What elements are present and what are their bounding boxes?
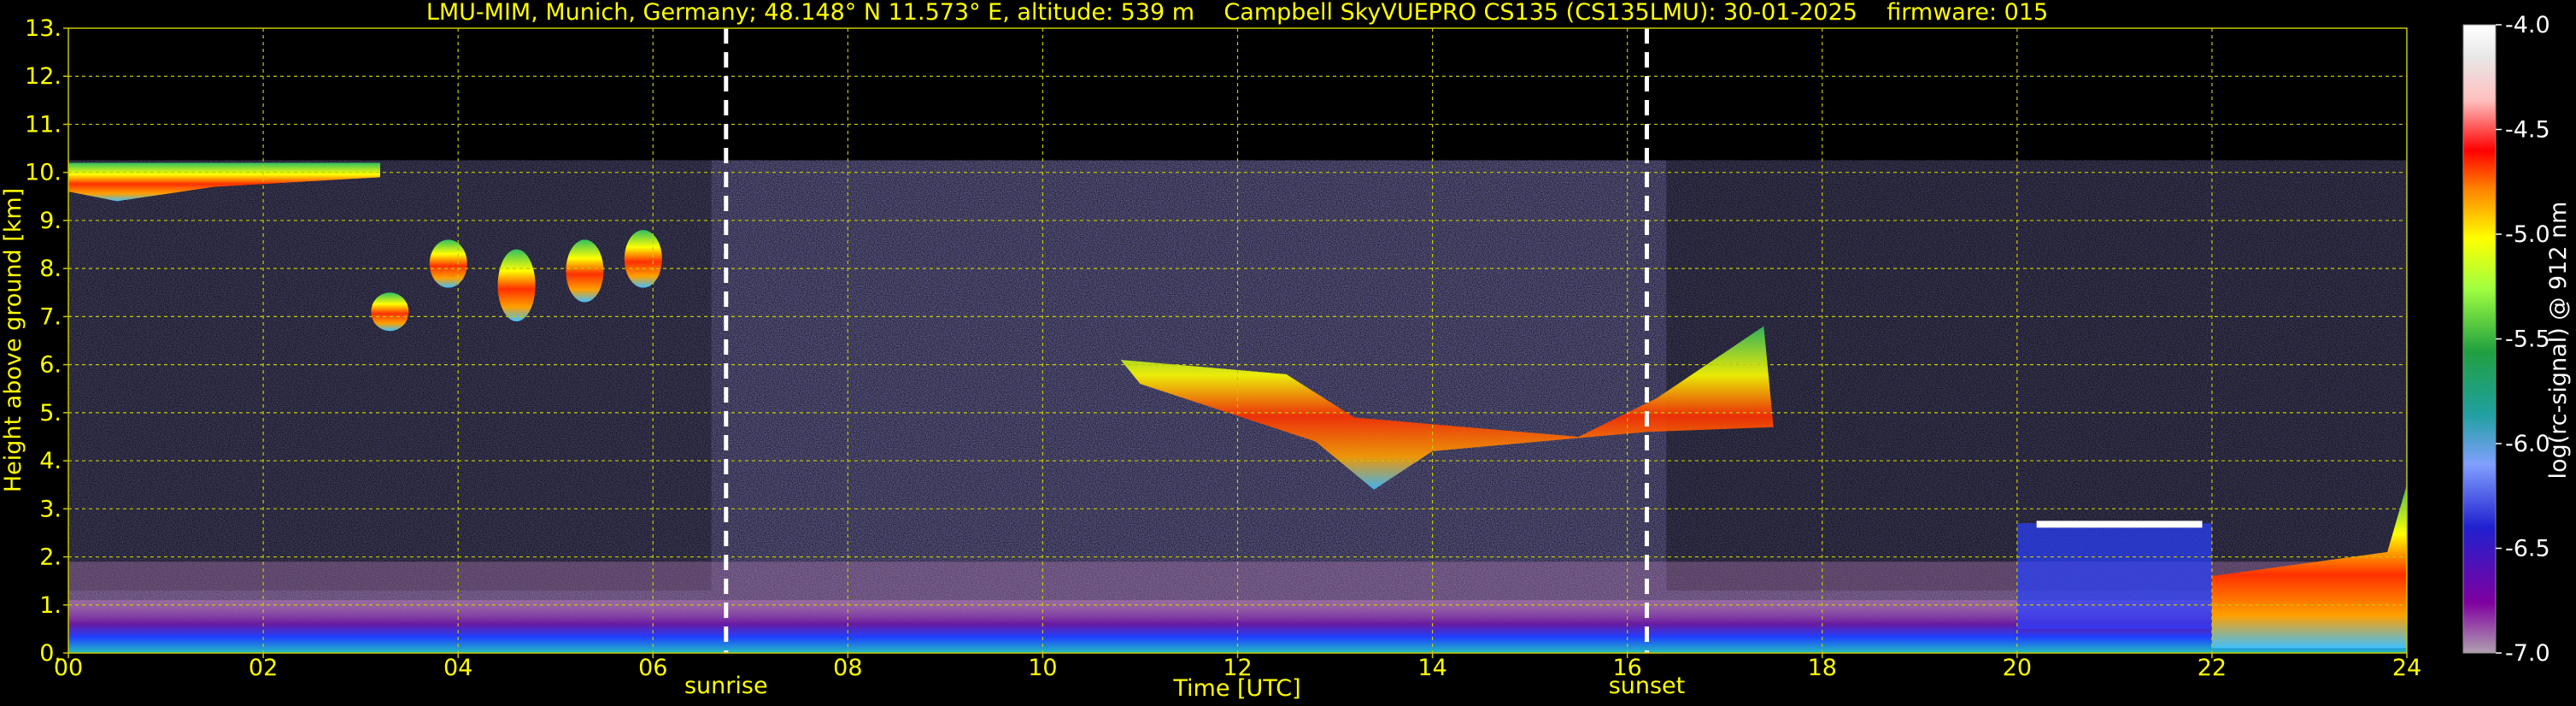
chart-title: LMU-MIM, Munich, Germany; 48.148° N 11.5… (426, 0, 2048, 26)
night-dim (1666, 160, 2407, 591)
colorbar-tick-label: -6.5 (2505, 536, 2550, 562)
x-tick-label: 18 (1808, 655, 1837, 681)
y-tick-label: 11. (25, 111, 62, 138)
sun-markers: sunrise sunset (684, 28, 1685, 699)
y-axis-label: Height above ground [km] (0, 188, 26, 492)
y-tick-labels: 0. 1. 2. 3. 4. 5. 6. 7. 8. 9. 10. 11. 12. 13. (25, 15, 68, 667)
x-tick-label: 20 (2003, 655, 2032, 681)
colorbar-tick-label: -5.0 (2505, 221, 2550, 248)
colorbar-tick-label: -4.5 (2505, 117, 2550, 144)
cirrus-streak (429, 239, 467, 288)
y-tick-label: 2. (39, 544, 62, 571)
x-tick-label: 22 (2198, 655, 2227, 681)
low-cloud-base (2016, 523, 2212, 629)
y-tick-label: 4. (39, 448, 62, 474)
night-dim (68, 160, 712, 591)
sun-marker-label: sunset (1609, 673, 1686, 699)
low-cloud (2211, 485, 2407, 649)
y-tick-label: 9. (39, 208, 62, 234)
x-tick-label: 08 (833, 655, 862, 681)
cirrus-streak (566, 239, 604, 303)
y-tick-label: 13. (25, 15, 62, 42)
cirrus-streak (497, 249, 536, 322)
x-tick-label: 16 (1612, 655, 1641, 681)
x-tick-label: 10 (1028, 655, 1057, 681)
low-cloud-top (2036, 521, 2203, 528)
cirrus-streak (371, 292, 409, 332)
x-tick-label: 06 (638, 655, 667, 681)
colorbar-tick-label: -7.0 (2505, 640, 2550, 667)
y-tick-label: 7. (39, 303, 62, 330)
x-tick-label: 24 (2392, 655, 2421, 681)
colorbar-tick-label: -4.0 (2505, 12, 2550, 38)
colorbar-tick-label: -5.5 (2505, 327, 2550, 353)
y-tick-label: 5. (39, 400, 62, 427)
y-tick-label: 6. (39, 352, 62, 379)
x-tick-label: 02 (249, 655, 278, 681)
x-axis-label: Time [UTC] (1172, 675, 1300, 702)
x-tick-labels: 00 02 04 06 08 10 12 14 16 18 20 22 24 (54, 653, 2421, 681)
x-tick-label: 00 (54, 655, 83, 681)
y-tick-label: 1. (39, 592, 62, 619)
mid-level-cloud (1120, 326, 1774, 490)
cirrus-streak (624, 230, 662, 288)
y-tick-label: 12. (25, 63, 62, 90)
grid-lines (68, 28, 2407, 653)
x-tick-label: 14 (1417, 655, 1446, 681)
colorbar-tick-label: -6.0 (2505, 431, 2550, 457)
x-tick-label: 04 (443, 655, 472, 681)
colorbar-label: log(rc-signal) @ 912 nm (2545, 202, 2572, 479)
y-tick-label: 3. (39, 496, 62, 522)
y-tick-label: 0. (39, 640, 62, 667)
colorbar (2462, 24, 2497, 654)
x-tick-label: 12 (1223, 655, 1252, 681)
y-tick-label: 8. (39, 256, 62, 282)
sun-marker-label: sunrise (684, 673, 768, 699)
colorbar-ticks: -4.0 -4.5 -5.0 -5.5 -6.0 -6.5 -7.0 (2496, 12, 2550, 667)
y-tick-label: 10. (25, 160, 62, 186)
